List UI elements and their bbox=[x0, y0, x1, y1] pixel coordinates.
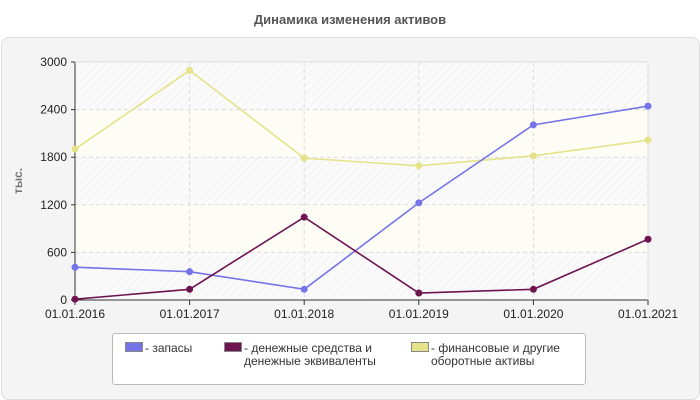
x-tick-label: 01.01.2016 bbox=[45, 307, 105, 321]
data-point bbox=[644, 136, 652, 144]
data-point bbox=[415, 162, 423, 170]
data-point bbox=[529, 121, 537, 129]
chart-title: Динамика изменения активов bbox=[253, 12, 447, 27]
data-point bbox=[300, 154, 308, 162]
y-tick-label: 2400 bbox=[40, 103, 67, 117]
legend-label: - запасы bbox=[145, 341, 193, 355]
legend-item-zapasy: - запасы bbox=[125, 341, 193, 355]
data-point bbox=[186, 285, 194, 293]
data-point bbox=[71, 263, 79, 271]
y-tick-label: 0 bbox=[60, 293, 67, 307]
legend-swatch bbox=[125, 342, 143, 352]
data-point bbox=[71, 295, 79, 303]
legend-label: - денежные средства и денежные эквивален… bbox=[244, 341, 376, 368]
plot-band bbox=[75, 204, 648, 253]
y-tick-label: 600 bbox=[47, 245, 67, 259]
series-line bbox=[74, 105, 649, 291]
data-point bbox=[415, 199, 423, 207]
data-point bbox=[644, 102, 652, 110]
data-point bbox=[415, 289, 423, 297]
y-tick-label: 1200 bbox=[40, 198, 67, 212]
data-point bbox=[300, 285, 308, 293]
x-tick-label: 01.01.2019 bbox=[389, 307, 449, 321]
legend-swatch bbox=[224, 342, 242, 352]
x-tick-label: 01.01.2020 bbox=[503, 307, 563, 321]
legend-swatch bbox=[411, 342, 429, 352]
data-point bbox=[644, 235, 652, 243]
legend: - запасы - денежные средства и денежные … bbox=[112, 333, 586, 385]
data-point bbox=[300, 213, 308, 221]
y-tick-label: 3000 bbox=[40, 55, 67, 69]
data-point bbox=[186, 66, 194, 74]
plot-band bbox=[75, 109, 648, 158]
data-point bbox=[186, 268, 194, 276]
legend-item-financial: - финансовые и другие оборотные активы bbox=[411, 341, 571, 368]
data-point bbox=[71, 145, 79, 153]
series-line bbox=[74, 69, 649, 167]
y-tick-label: 1800 bbox=[40, 150, 67, 164]
x-tick-label: 01.01.2018 bbox=[274, 307, 334, 321]
plot-area bbox=[75, 62, 648, 300]
y-axis-label: тыс. bbox=[11, 168, 25, 194]
x-tick-label: 01.01.2021 bbox=[618, 307, 678, 321]
series-line bbox=[74, 216, 649, 301]
x-tick-label: 01.01.2017 bbox=[160, 307, 220, 321]
legend-label: - финансовые и другие оборотные активы bbox=[431, 341, 560, 368]
legend-item-cash: - денежные средства и денежные эквивален… bbox=[224, 341, 394, 368]
data-point bbox=[529, 152, 537, 160]
data-point bbox=[529, 285, 537, 293]
